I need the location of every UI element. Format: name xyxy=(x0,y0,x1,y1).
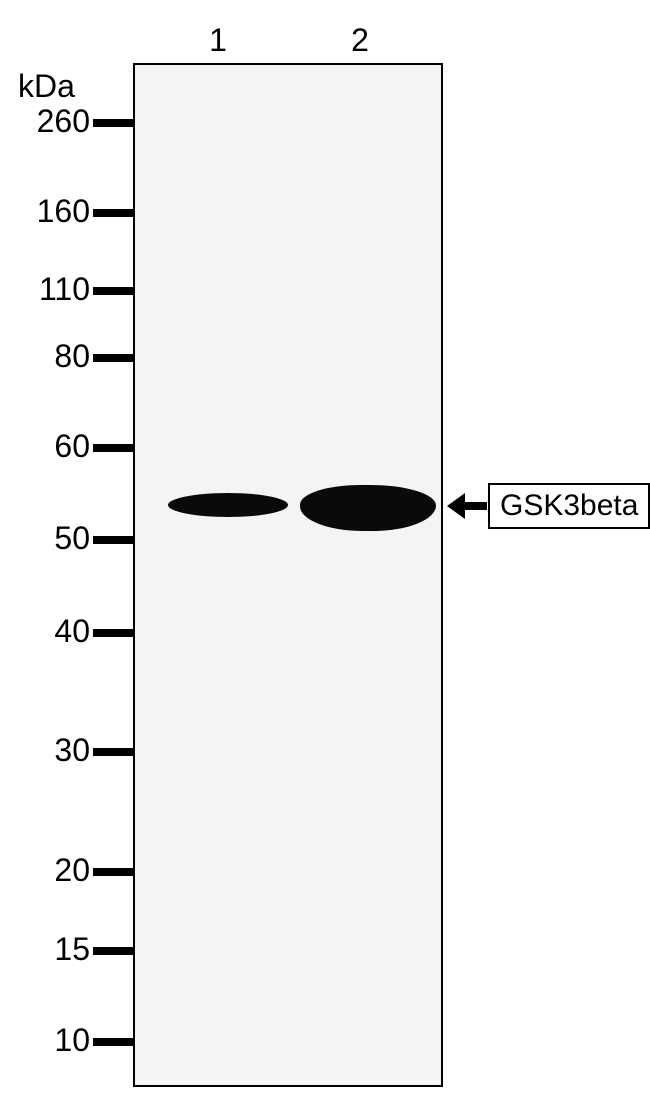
ladder-label: 30 xyxy=(54,732,90,769)
ladder-tick xyxy=(93,629,133,637)
annotation-arrow-icon xyxy=(427,491,489,521)
ladder-label: 15 xyxy=(54,931,90,968)
ladder-tick xyxy=(93,444,133,452)
lane-label: 1 xyxy=(208,22,228,59)
ladder-label: 80 xyxy=(54,338,90,375)
ladder-tick xyxy=(93,287,133,295)
ladder-label: 260 xyxy=(37,103,90,140)
ladder-label: 60 xyxy=(54,428,90,465)
ladder-label: 10 xyxy=(54,1022,90,1059)
annotation-box: GSK3beta xyxy=(488,483,650,529)
ladder-tick xyxy=(93,1038,133,1046)
ladder-tick xyxy=(93,119,133,127)
ladder-tick xyxy=(93,947,133,955)
ladder-tick xyxy=(93,209,133,217)
protein-band xyxy=(300,485,436,531)
annotation-label: GSK3beta xyxy=(500,489,638,522)
ladder-label: 40 xyxy=(54,613,90,650)
ladder-tick xyxy=(93,868,133,876)
ladder-tick xyxy=(93,536,133,544)
blot-figure: kDa 1 2 260 160 110 80 60 50 40 30 20 15 10 GSK3bet… xyxy=(0,0,650,1108)
axis-unit-label: kDa xyxy=(18,68,75,105)
blot-membrane xyxy=(133,63,443,1087)
protein-band xyxy=(168,493,288,517)
ladder-label: 160 xyxy=(37,193,90,230)
ladder-tick xyxy=(93,354,133,362)
lane-label: 2 xyxy=(350,22,370,59)
ladder-label: 20 xyxy=(54,852,90,889)
ladder-label: 50 xyxy=(54,520,90,557)
ladder-label: 110 xyxy=(39,271,90,308)
ladder-tick xyxy=(93,748,133,756)
